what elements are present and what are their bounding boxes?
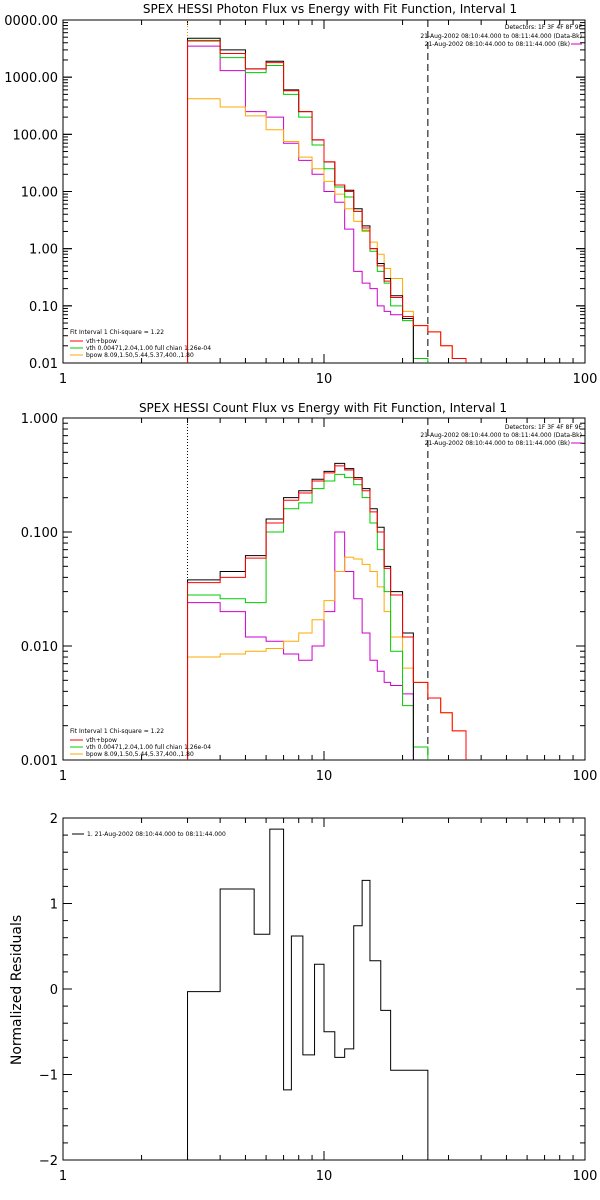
y-tick-label: 0 [50, 983, 58, 998]
chart-title: SPEX HESSI Count Flux vs Energy with Fit… [139, 401, 507, 415]
legend-fit-interval: Fit Interval 1 Chi-square = 1.22 [70, 728, 164, 735]
bk-interval: 21-Aug-2002 08:10:44.000 to 08:11:44.000… [425, 41, 570, 48]
x-tick-label: 1 [59, 1169, 67, 1184]
header-block: Detectors: 1F 3F 4F 8F 9F 21-Aug-2002 08… [420, 24, 582, 48]
header-block: Detectors: 1F 3F 4F 8F 9F 21-Aug-2002 08… [420, 424, 582, 447]
x-tick-label: 10 [316, 372, 333, 387]
y-tick-label: 10.00 [21, 186, 58, 201]
data-bk-interval: 21-Aug-2002 08:10:44.000 to 08:11:44.000… [420, 432, 582, 439]
legend-bpow: bpow 8.09,1.50,5.44,5.37,400.,1.80 [86, 751, 194, 758]
plot-area [187, 828, 429, 1160]
x-tick-label: 1 [59, 769, 67, 784]
series-data-bk [187, 37, 414, 363]
axis-ticks: 1 10 100 0.001 0.010 0.100 1.000 [21, 412, 598, 784]
x-tick-label: 100 [573, 372, 598, 387]
chart-title: SPEX HESSI Photon Flux vs Energy with Fi… [143, 2, 517, 16]
legend-fit-interval: Fit Interval 1 Chi-square = 1.22 [70, 329, 164, 336]
photon-flux-panel: SPEX HESSI Photon Flux vs Energy with Fi… [4, 2, 597, 387]
y-tick-label: 0.100 [21, 526, 58, 541]
series-bpow-component [187, 98, 467, 363]
plot-frame [62, 417, 586, 761]
legend-vth: vth 0.00471,2.04,1.00 full chian 1.26e-0… [86, 744, 211, 751]
series-background [187, 531, 414, 760]
series-residuals [187, 828, 429, 1160]
y-tick-label: 100.00 [13, 128, 59, 143]
legend-total: vth+bpow [86, 737, 117, 744]
legend: Fit Interval 1 Chi-square = 1.22 vth+bpo… [70, 329, 211, 359]
y-tick-label: 2 [50, 812, 58, 827]
detectors-text: Detectors: 1F 3F 4F 8F 9F [505, 24, 583, 31]
y-tick-label: 0.10 [29, 300, 58, 315]
legend: Fit Interval 1 Chi-square = 1.22 vth+bpo… [70, 728, 211, 758]
data-bk-interval: 21-Aug-2002 08:10:44.000 to 08:11:44.000… [420, 33, 582, 40]
y-tick-label: 0.001 [21, 754, 58, 769]
series-total-fit [187, 465, 467, 760]
y-axis-label: Normalized Residuals [9, 915, 25, 1065]
bk-interval: 21-Aug-2002 08:10:44.000 to 08:11:44.000… [425, 440, 570, 447]
x-tick-label: 10 [316, 769, 333, 784]
series-vth-component [187, 39, 429, 363]
y-tick-label: 0000.00 [4, 14, 58, 29]
axis-ticks: 1 10 100 0.01 0.10 1.00 10.00 100.00 1000.00 0000… [4, 14, 597, 387]
x-tick-label: 100 [573, 1169, 598, 1184]
x-tick-label: 100 [573, 769, 598, 784]
y-tick-label: −1 [39, 1069, 58, 1084]
legend-residuals: 1. 21-Aug-2002 08:10:44.000 to 08:11:44.… [87, 831, 226, 838]
series-vth-component [187, 473, 429, 760]
y-tick-label: 1 [50, 898, 58, 913]
count-flux-panel: SPEX HESSI Count Flux vs Energy with Fit… [21, 401, 598, 784]
legend-bpow: bpow 8.09,1.50,5.44,5.37,400.,1.80 [86, 352, 194, 359]
legend-total: vth+bpow [86, 338, 117, 345]
y-tick-label: 0.01 [29, 357, 58, 372]
y-tick-label: −2 [39, 1154, 58, 1169]
y-tick-label: 0.010 [21, 640, 58, 655]
y-tick-label: 1.00 [29, 243, 58, 258]
series-bpow-component [187, 556, 467, 760]
plot-area [187, 20, 467, 363]
x-tick-label: 10 [316, 1169, 333, 1184]
y-tick-label: 1.000 [21, 412, 58, 427]
legend-vth: vth 0.00471,2.04,1.00 full chian 1.26e-0… [86, 345, 211, 352]
y-tick-label: 1000.00 [4, 71, 58, 86]
x-tick-label: 1 [59, 372, 67, 387]
series-total-fit [187, 40, 467, 363]
series-data-bk [187, 462, 414, 760]
legend: 1. 21-Aug-2002 08:10:44.000 to 08:11:44.… [72, 831, 226, 838]
plot-area [187, 418, 467, 760]
series-background [187, 45, 414, 363]
detectors-text: Detectors: 1F 3F 4F 8F 9F [505, 424, 583, 431]
